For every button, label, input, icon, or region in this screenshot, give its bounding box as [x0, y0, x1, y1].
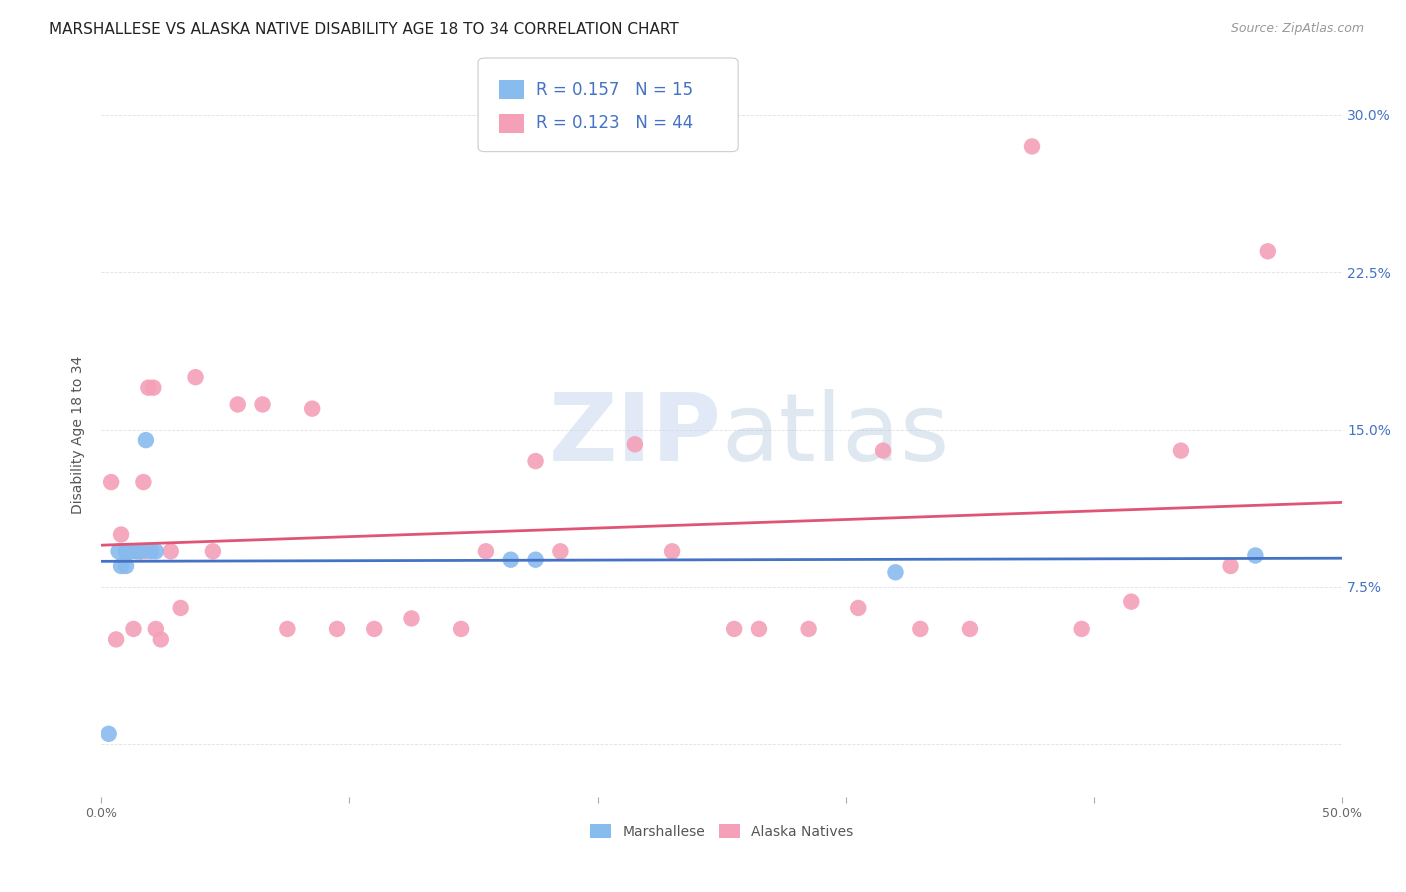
- Point: [122, 622, 145, 636]
- Point: [872, 443, 894, 458]
- Point: [127, 544, 149, 558]
- Point: [120, 544, 142, 558]
- Point: [1257, 244, 1279, 259]
- Point: [499, 552, 522, 566]
- Point: [135, 433, 157, 447]
- Point: [1121, 594, 1143, 608]
- Point: [120, 544, 142, 558]
- Point: [105, 632, 128, 647]
- Point: [748, 622, 770, 636]
- Point: [846, 601, 869, 615]
- Point: [475, 544, 498, 558]
- Point: [550, 544, 572, 558]
- Point: [450, 622, 472, 636]
- Point: [145, 622, 167, 636]
- Point: [132, 475, 155, 489]
- Point: [115, 544, 138, 558]
- Point: [959, 622, 981, 636]
- Text: Source: ZipAtlas.com: Source: ZipAtlas.com: [1230, 22, 1364, 36]
- Point: [661, 544, 683, 558]
- Point: [169, 601, 191, 615]
- Point: [139, 544, 162, 558]
- Text: R = 0.123   N = 44: R = 0.123 N = 44: [536, 114, 693, 132]
- Point: [125, 544, 148, 558]
- Point: [1170, 443, 1192, 458]
- Text: MARSHALLESE VS ALASKA NATIVE DISABILITY AGE 18 TO 34 CORRELATION CHART: MARSHALLESE VS ALASKA NATIVE DISABILITY …: [49, 22, 679, 37]
- Point: [201, 544, 224, 558]
- Point: [1219, 559, 1241, 574]
- Point: [149, 632, 172, 647]
- Point: [159, 544, 181, 558]
- Point: [184, 370, 207, 384]
- Point: [363, 622, 385, 636]
- Text: atlas: atlas: [721, 389, 950, 481]
- Point: [100, 475, 122, 489]
- Text: ZIP: ZIP: [548, 389, 721, 481]
- Point: [1244, 549, 1267, 563]
- Y-axis label: Disability Age 18 to 34: Disability Age 18 to 34: [72, 356, 86, 514]
- Point: [1070, 622, 1092, 636]
- Text: R = 0.157   N = 15: R = 0.157 N = 15: [536, 80, 693, 98]
- Point: [145, 544, 167, 558]
- Point: [142, 381, 165, 395]
- Point: [135, 544, 157, 558]
- Point: [110, 559, 132, 574]
- Point: [401, 611, 423, 625]
- Point: [326, 622, 349, 636]
- Point: [797, 622, 820, 636]
- Point: [301, 401, 323, 416]
- Point: [723, 622, 745, 636]
- Point: [1021, 139, 1043, 153]
- Point: [276, 622, 298, 636]
- Point: [107, 544, 129, 558]
- Point: [884, 566, 907, 580]
- Point: [624, 437, 647, 451]
- Point: [115, 544, 138, 558]
- Point: [226, 397, 249, 411]
- Point: [110, 527, 132, 541]
- Legend: Marshallese, Alaska Natives: Marshallese, Alaska Natives: [585, 818, 859, 844]
- Point: [97, 727, 120, 741]
- Point: [138, 381, 160, 395]
- Point: [129, 544, 152, 558]
- Point: [524, 454, 547, 468]
- Point: [252, 397, 274, 411]
- Point: [910, 622, 932, 636]
- Point: [115, 559, 138, 574]
- Point: [129, 544, 152, 558]
- Point: [524, 552, 547, 566]
